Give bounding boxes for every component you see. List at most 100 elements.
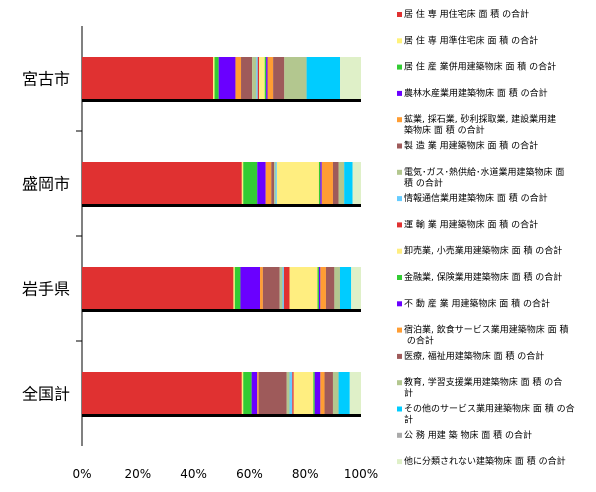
bar-segment [282, 267, 284, 310]
bar-segment [82, 372, 242, 415]
bar-segment [271, 162, 275, 205]
bar-segment [273, 57, 285, 100]
bar-segment [214, 57, 219, 100]
bar-segment [234, 267, 241, 310]
bar-segment [306, 57, 341, 100]
legend-swatch [397, 275, 402, 280]
bar-segment [258, 372, 287, 415]
chart-grid [76, 26, 83, 446]
legend-label: 宿泊業, 飲食サービス業用建築物床 面 積 の合計 [404, 324, 568, 347]
legend-swatch [397, 12, 402, 17]
bar-segment [243, 162, 258, 205]
x-tick-label: 0% [72, 467, 91, 481]
bar-segment [275, 162, 277, 205]
bar-segment [283, 267, 290, 310]
bar-segment [344, 162, 353, 205]
bar-segment [257, 372, 259, 415]
legend-label: 製 造 業 用建築物床 面 積 の合計 [404, 140, 538, 152]
bar-segment [349, 372, 361, 415]
bar-segment [284, 57, 307, 100]
legend-swatch [397, 432, 402, 438]
bar-segment [257, 162, 266, 205]
bar-segment [351, 267, 361, 310]
bar-segment [320, 162, 322, 205]
legend-label: その他のサービス業用建築物床 面 積 の合計 [404, 403, 575, 426]
bar-segment [256, 57, 258, 100]
bar-segment [318, 267, 321, 310]
bar-segment [259, 57, 265, 100]
bar-segment [317, 267, 319, 310]
legend-label: 金融業, 保険業用建築物床 面 積 の合計 [404, 271, 562, 283]
bar-baseline [82, 99, 361, 102]
bar-baseline [82, 309, 361, 312]
legend-swatch [397, 64, 402, 70]
legend-label: 電気･ガス･熱供給･水道業用建築物床 面 積 の合計 [404, 166, 567, 189]
bar-segment [313, 372, 315, 415]
bar-segment [292, 372, 294, 415]
bar-segment [82, 57, 214, 100]
bar-segment [293, 372, 314, 415]
bar-segment [262, 267, 280, 310]
legend-swatch [397, 248, 402, 254]
bar-segment [338, 372, 350, 415]
x-tick-labels: 0% 20% 40% 60% 80% 100% [72, 467, 378, 481]
bar-segment [260, 267, 263, 310]
bar-segment [340, 57, 361, 100]
bar-segment [352, 162, 361, 205]
legend-label: 鉱業, 採石業, 砂利採取業, 建設業用建築物床 面 積 の合計 [404, 113, 556, 136]
legend-label: 居 住 専 用準住宅床 面 積 の合計 [404, 34, 538, 46]
bar-segment [279, 267, 283, 310]
legend-swatch [397, 459, 402, 465]
category-label: 全国計 [22, 385, 70, 404]
bar-segment [325, 267, 335, 310]
bar-baseline [82, 414, 361, 417]
x-tick-label: 40% [180, 467, 207, 481]
bar-segment [241, 57, 253, 100]
legend-label: 他に分類されない建築物床 面 積 の合計 [404, 455, 566, 467]
bar-segment [235, 57, 242, 100]
legend-swatch [397, 406, 402, 412]
category-label: 盛岡市 [22, 175, 70, 194]
legend-label: 運 輸 業 用建築物床 面 積 の合計 [404, 218, 538, 230]
legend-label: 医療, 福祉用建築物床 面 積 の合計 [404, 350, 544, 362]
legend-label: 居 住 産 業併用建築物床 面 積 の合計 [404, 61, 556, 73]
bar-segment [320, 372, 325, 415]
legend-label: 教育, 学習支援業用建築物床 面 積 の合計 [404, 376, 562, 399]
bar-segment [320, 267, 326, 310]
category-label: 宮古市 [22, 70, 70, 89]
bar-segment [289, 267, 318, 310]
legend-label: 情報通信業用建築物床 面 積 の合計 [404, 192, 548, 204]
legend-label: 卸売業, 小売業用建築物床 面 積 の合計 [404, 245, 562, 257]
bar-segment [241, 372, 244, 415]
category-label: 岩手県 [22, 280, 70, 299]
legend-swatch [397, 353, 402, 359]
legend-label: 公 務 用建 築 物床 面 積 の合計 [404, 429, 532, 441]
legend-swatch [397, 117, 402, 123]
bar-segment [218, 57, 236, 100]
bar-segment [252, 57, 257, 100]
bar-segment [241, 162, 244, 205]
x-tick-label: 20% [124, 467, 151, 481]
bar-segment [321, 162, 333, 205]
bar-baseline [82, 204, 361, 207]
legend-swatch [397, 301, 402, 307]
bar-segment [314, 372, 321, 415]
x-tick-label: 60% [236, 467, 263, 481]
bars-group [82, 57, 361, 417]
bar-segment [243, 372, 252, 415]
bar-segment [286, 372, 290, 415]
bar-segment [318, 162, 321, 205]
bar-segment [289, 372, 293, 415]
bar-segment [338, 162, 345, 205]
bar-segment [251, 372, 258, 415]
legend-label: 不 動 産 業 用建築物床 面 積 の合計 [404, 297, 550, 309]
legend-swatch [397, 90, 402, 96]
legend-label: 居 住 専 用住宅床 面 積 の合計 [404, 8, 529, 20]
bar-segment [257, 57, 260, 100]
bar-segment [267, 57, 274, 100]
bar-segment [324, 372, 333, 415]
bar-segment [332, 372, 339, 415]
legend-swatch [397, 222, 402, 228]
